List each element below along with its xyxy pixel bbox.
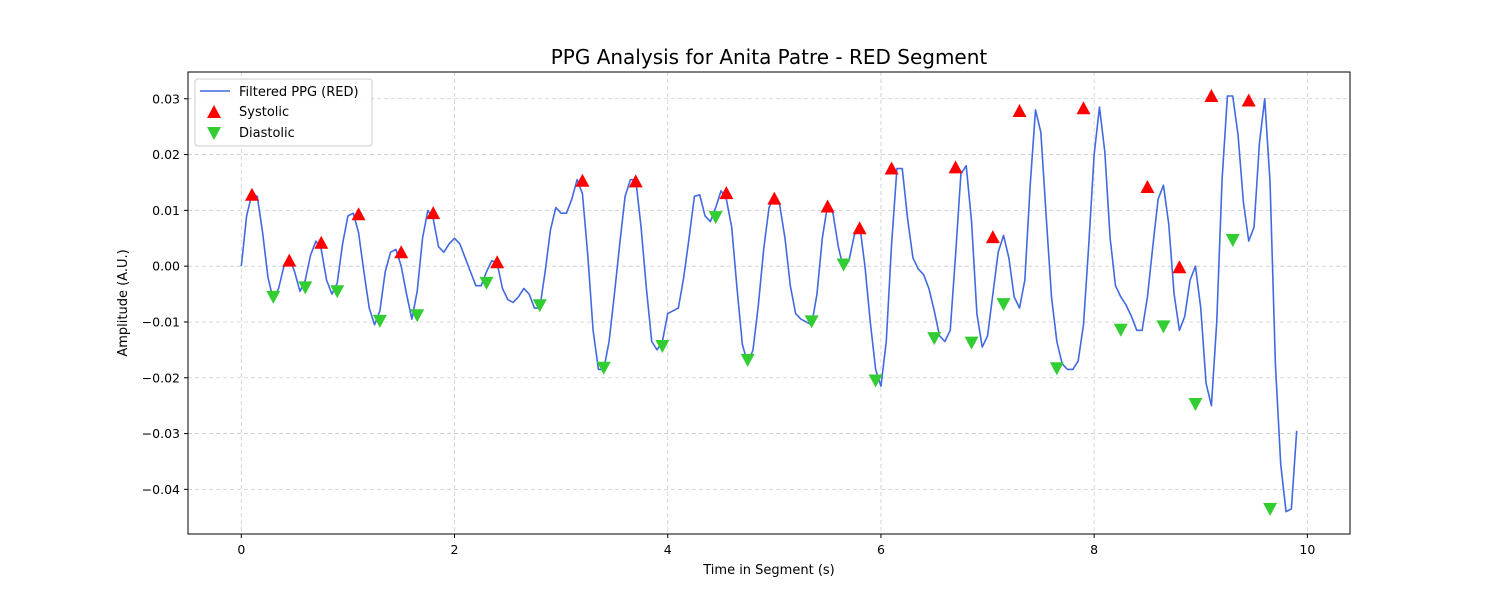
diastolic-marker — [330, 285, 345, 299]
systolic-marker — [719, 186, 734, 200]
systolic-marker — [628, 174, 643, 188]
diastolic-marker — [708, 211, 723, 225]
systolic-marker — [314, 235, 329, 249]
systolic-marker — [985, 230, 1000, 244]
diastolic-marker — [410, 309, 425, 323]
systolic-marker — [490, 255, 505, 269]
systolic-marker — [1241, 93, 1256, 107]
ppg-signal-line — [240, 95, 1298, 513]
y-tick-label: −0.04 — [142, 482, 180, 497]
x-tick-label: 2 — [451, 542, 459, 557]
diastolic-marker — [868, 374, 883, 388]
diastolic-marker — [996, 298, 1011, 312]
legend-label-systolic: Systolic — [239, 105, 289, 120]
systolic-marker — [1012, 104, 1027, 118]
legend-label-diastolic: Diastolic — [239, 126, 295, 141]
diastolic-marker — [1049, 362, 1064, 376]
chart-title: PPG Analysis for Anita Patre - RED Segme… — [551, 45, 988, 69]
systolic-marker — [282, 253, 297, 267]
legend-label-filtered: Filtered PPG (RED) — [239, 85, 359, 100]
systolic-marker — [1172, 260, 1187, 274]
diastolic-marker — [1225, 233, 1240, 247]
diastolic-marker — [1188, 397, 1203, 411]
marker-layer — [244, 88, 1278, 516]
systolic-marker — [820, 199, 835, 213]
diastolic-marker — [298, 281, 313, 295]
plot-frame — [187, 71, 1351, 535]
diastolic-marker — [1156, 320, 1171, 334]
systolic-marker — [575, 173, 590, 187]
axis-ticks: 0 2 4 6 8 10 −0.04 −0.03 −0.02 −0.01 0.00 0.01 0.02 0… — [142, 91, 1316, 557]
legend-diastolic-swatch — [207, 127, 221, 140]
systolic-marker — [1204, 88, 1219, 102]
diastolic-marker — [532, 299, 547, 313]
y-tick-label: −0.03 — [142, 426, 180, 441]
systolic-marker — [244, 187, 259, 201]
series-layer — [240, 95, 1298, 513]
x-tick-label: 0 — [237, 542, 245, 557]
diastolic-marker — [964, 336, 979, 350]
y-tick-label: 0.01 — [152, 203, 180, 218]
diastolic-marker — [927, 332, 942, 346]
systolic-marker — [394, 245, 409, 259]
systolic-marker — [1140, 179, 1155, 193]
x-tick-label: 6 — [877, 542, 885, 557]
x-tick-label: 8 — [1090, 542, 1098, 557]
legend: Filtered PPG (RED) Systolic Diastolic — [194, 78, 373, 147]
diastolic-marker — [479, 276, 494, 290]
diastolic-marker — [266, 290, 281, 304]
systolic-marker — [948, 160, 963, 174]
x-axis-label: Time in Segment (s) — [702, 563, 834, 578]
diastolic-marker — [655, 339, 670, 353]
x-tick-label: 10 — [1299, 542, 1315, 557]
x-tick-label: 4 — [664, 542, 672, 557]
y-tick-label: −0.01 — [142, 314, 180, 329]
systolic-marker — [852, 221, 867, 235]
systolic-marker — [1076, 101, 1091, 115]
diastolic-marker — [740, 353, 755, 367]
diastolic-marker — [596, 361, 611, 375]
systolic-marker — [426, 206, 441, 220]
systolic-marker — [767, 191, 782, 205]
y-axis-label: Amplitude (A.U.) — [116, 249, 131, 356]
legend-systolic-swatch — [207, 105, 221, 118]
y-tick-label: 0.02 — [152, 147, 180, 162]
diastolic-marker — [1263, 502, 1278, 516]
y-tick-label: −0.02 — [142, 370, 180, 385]
systolic-marker — [884, 161, 899, 175]
diastolic-marker — [836, 258, 851, 272]
y-tick-label: 0.00 — [152, 259, 180, 274]
systolic-marker — [351, 207, 366, 221]
diastolic-marker — [372, 314, 387, 328]
diastolic-marker — [804, 315, 819, 329]
legend-box — [194, 78, 373, 147]
diastolic-marker — [1113, 323, 1128, 337]
y-tick-label: 0.03 — [152, 91, 180, 106]
